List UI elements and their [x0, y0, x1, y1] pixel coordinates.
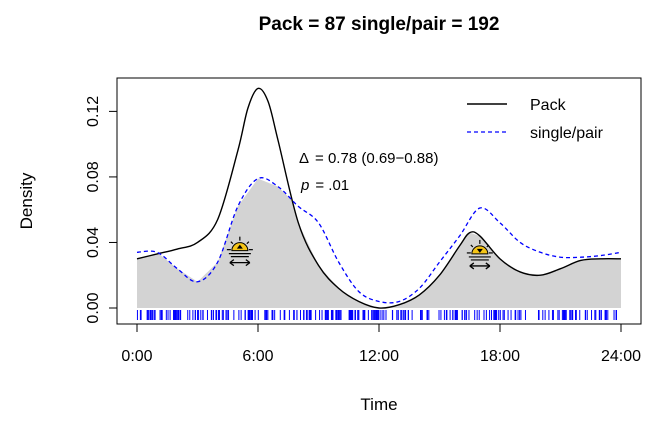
series-line-pack	[136, 87, 622, 309]
x-tick-label: 18:00	[480, 348, 520, 365]
overlap-area	[137, 178, 621, 308]
legend-label-pack: Pack	[530, 97, 567, 114]
y-tick-label: 0.04	[85, 227, 102, 258]
delta-annotation: Δ = 0.78 (0.69−0.88)	[299, 150, 438, 167]
time-icons	[226, 236, 493, 270]
sunrise-icon	[226, 236, 253, 267]
x-tick-label: 24:00	[601, 348, 641, 365]
rug-marks	[136, 310, 617, 320]
y-axis: 0.00 0.04 0.08 0.12	[85, 96, 118, 324]
x-tick-label: 0:00	[121, 348, 152, 365]
x-axis-label: Time	[360, 395, 397, 414]
delta-symbol: Δ	[299, 150, 309, 167]
chart-title: Pack = 87 single/pair = 192	[259, 14, 500, 35]
series-line-single-pair	[136, 177, 622, 304]
y-tick-label: 0.00	[85, 292, 102, 323]
p-symbol: p	[300, 177, 309, 194]
sunset-icon	[466, 239, 493, 270]
y-tick-label: 0.12	[85, 96, 102, 127]
overlap-annotation: Δ = 0.78 (0.69−0.88) p = .01	[299, 150, 438, 194]
plot-area	[136, 87, 622, 309]
legend: Pack single/pair	[467, 97, 604, 142]
x-tick-label: 6:00	[242, 348, 273, 365]
x-tick-label: 12:00	[359, 348, 399, 365]
p-value: = .01	[315, 177, 349, 194]
delta-value: = 0.78 (0.69−0.88)	[315, 150, 438, 167]
y-tick-label: 0.08	[85, 161, 102, 192]
legend-label-single-pair: single/pair	[530, 125, 604, 142]
x-axis: 0:00 6:00 12:00 18:00 24:00	[121, 323, 641, 365]
p-annotation: p = .01	[300, 177, 349, 194]
y-axis-label: Density	[17, 172, 36, 229]
